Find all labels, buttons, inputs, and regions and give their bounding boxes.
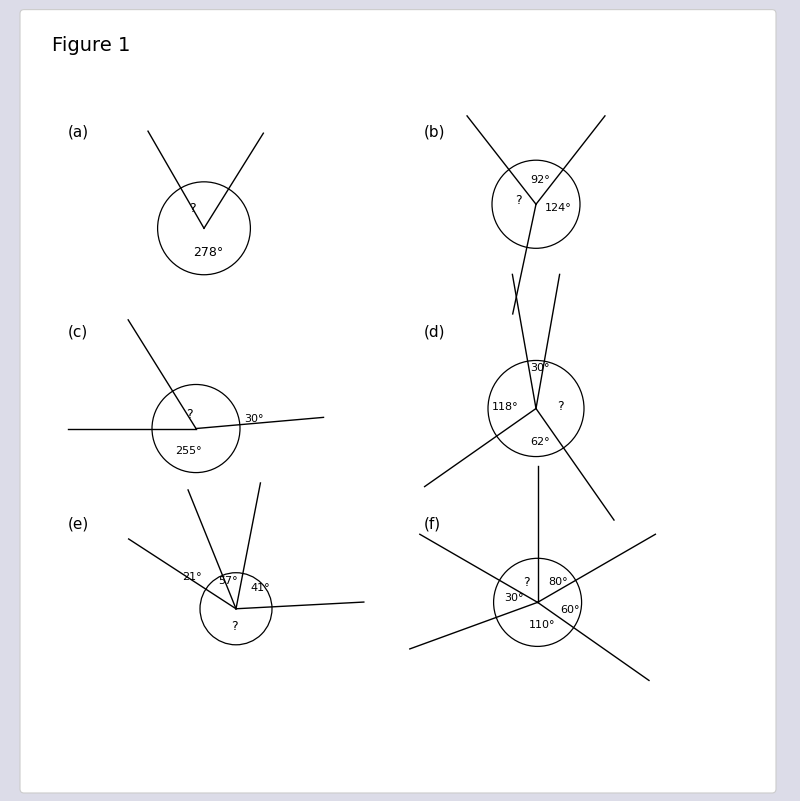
Text: ?: ? xyxy=(523,576,530,589)
Text: 57°: 57° xyxy=(218,576,238,586)
Text: 41°: 41° xyxy=(250,583,270,593)
Text: ?: ? xyxy=(515,194,522,207)
Text: 60°: 60° xyxy=(560,606,579,615)
Text: (d): (d) xyxy=(424,324,446,340)
Text: 124°: 124° xyxy=(545,203,572,213)
Text: (c): (c) xyxy=(68,324,88,340)
FancyBboxPatch shape xyxy=(20,10,776,793)
Text: 118°: 118° xyxy=(492,402,519,412)
Text: 80°: 80° xyxy=(548,578,567,587)
Text: 30°: 30° xyxy=(504,594,523,603)
Text: ?: ? xyxy=(231,620,238,633)
Text: 21°: 21° xyxy=(182,572,202,582)
Text: (e): (e) xyxy=(68,517,90,532)
Text: 255°: 255° xyxy=(174,446,202,456)
Text: ?: ? xyxy=(186,408,193,421)
Text: (b): (b) xyxy=(424,124,446,139)
Text: 110°: 110° xyxy=(528,620,555,630)
Text: (a): (a) xyxy=(68,124,89,139)
Text: ?: ? xyxy=(189,202,195,215)
Text: 92°: 92° xyxy=(530,175,550,185)
Text: Figure 1: Figure 1 xyxy=(52,36,130,55)
Text: 278°: 278° xyxy=(193,246,223,259)
Text: 30°: 30° xyxy=(530,364,550,373)
Text: (f): (f) xyxy=(424,517,441,532)
Text: 62°: 62° xyxy=(530,437,550,447)
Text: ?: ? xyxy=(557,400,563,413)
Text: 30°: 30° xyxy=(244,414,263,424)
